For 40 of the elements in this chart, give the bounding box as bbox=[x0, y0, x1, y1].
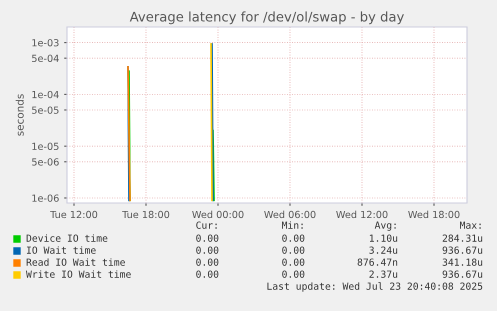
y-tick-label: 1e-06 bbox=[32, 194, 59, 202]
text: 0.00 bbox=[196, 234, 218, 242]
x-tick-label: Wed 06:00 bbox=[264, 210, 316, 218]
text: Last update: Wed Jul 23 20:40:08 2025 bbox=[267, 282, 482, 292]
text: 0.00 bbox=[196, 258, 218, 266]
text: 1.10u bbox=[370, 234, 398, 242]
legend-label: Read IO Wait time bbox=[26, 258, 125, 266]
text: 0.00 bbox=[282, 246, 304, 254]
text: Cur: bbox=[196, 221, 217, 229]
legend-label: IO Wait time bbox=[26, 246, 96, 254]
text: 284.31u bbox=[442, 234, 482, 242]
text: 341.18u bbox=[442, 258, 482, 266]
legend-label: Device IO time bbox=[26, 234, 108, 242]
text: 3.24u bbox=[369, 246, 398, 254]
y-tick-label: 1e-04 bbox=[32, 90, 59, 98]
y-tick-label: 1e-03 bbox=[32, 39, 59, 46]
text: Avg: bbox=[374, 222, 396, 231]
y-tick-label: 5e-05 bbox=[32, 106, 59, 114]
text: 0.00 bbox=[196, 246, 218, 254]
x-tick-label: Tue 18:00 bbox=[122, 210, 170, 218]
x-tick-label: Wed 18:00 bbox=[408, 210, 460, 218]
y-tick-label: 5e-04 bbox=[32, 54, 59, 62]
text: Min: bbox=[282, 221, 303, 229]
y-axis-title: seconds bbox=[16, 94, 24, 136]
text: 0.00 bbox=[282, 234, 304, 242]
text: 0.00 bbox=[196, 270, 218, 278]
x-tick-label: Wed 12:00 bbox=[336, 210, 388, 218]
text: 936.67u bbox=[442, 270, 482, 278]
legend-label: Write IO Wait time bbox=[26, 270, 131, 278]
text: 0.00 bbox=[282, 270, 304, 278]
y-tick-label: 5e-06 bbox=[32, 158, 59, 166]
text: 876.47n bbox=[358, 258, 398, 266]
text: 0.00 bbox=[282, 258, 304, 266]
x-tick-label: Tue 12:00 bbox=[50, 210, 98, 218]
x-tick-label: Wed 00:00 bbox=[192, 210, 244, 218]
chart-title: Average latency for /dev/ol/swap - by day bbox=[130, 11, 404, 24]
text: 2.37u bbox=[369, 270, 398, 278]
text: Max: bbox=[460, 222, 481, 229]
text: 936.67u bbox=[442, 246, 482, 254]
y-tick-label: 1e-05 bbox=[32, 142, 59, 150]
